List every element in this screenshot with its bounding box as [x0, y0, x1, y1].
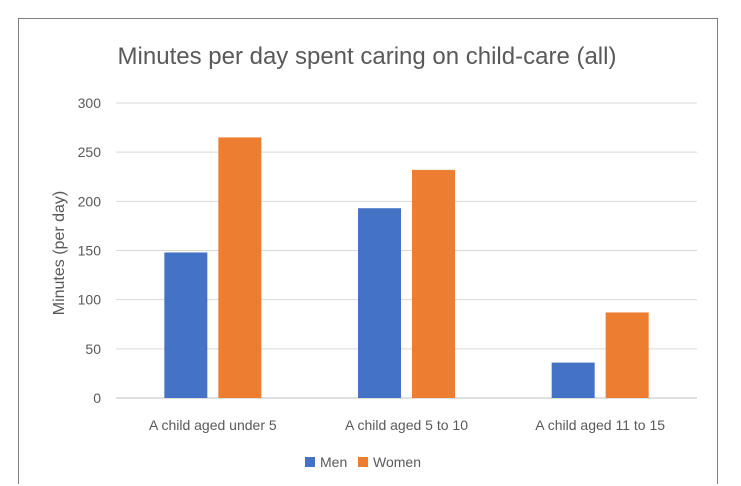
legend-label-men: Men	[320, 454, 347, 470]
bar-women-1	[218, 137, 262, 398]
y-axis-label: Minutes (per day)	[51, 191, 68, 316]
bar-men-1	[164, 252, 208, 398]
bar-women-3	[605, 312, 649, 398]
x-axis-categories: A child aged under 5 A child aged 5 to 10…	[149, 417, 665, 433]
bar-men-2	[358, 208, 401, 398]
legend-label-women: Women	[373, 454, 421, 470]
x-category-label: A child aged 11 to 15	[535, 417, 665, 433]
y-tick-label: 200	[78, 193, 102, 209]
y-axis-ticks: 0 50 100 150 200 250 300	[78, 95, 102, 406]
legend-swatch-women	[358, 457, 368, 467]
y-tick-label: 250	[78, 144, 102, 160]
legend-swatch-men	[305, 457, 315, 467]
legend: Men Women	[305, 454, 421, 470]
bars	[164, 137, 649, 398]
y-tick-label: 150	[78, 243, 102, 259]
y-tick-label: 300	[78, 95, 102, 111]
x-category-label: A child aged under 5	[149, 417, 277, 433]
chart-title: Minutes per day spent caring on child-ca…	[118, 43, 617, 70]
y-tick-label: 100	[78, 292, 102, 308]
y-tick-label: 50	[85, 341, 101, 357]
bar-women-2	[412, 169, 455, 398]
y-tick-label: 0	[93, 390, 101, 406]
x-category-label: A child aged 5 to 10	[345, 417, 468, 433]
bar-men-3	[551, 362, 595, 398]
gridlines	[116, 102, 697, 399]
